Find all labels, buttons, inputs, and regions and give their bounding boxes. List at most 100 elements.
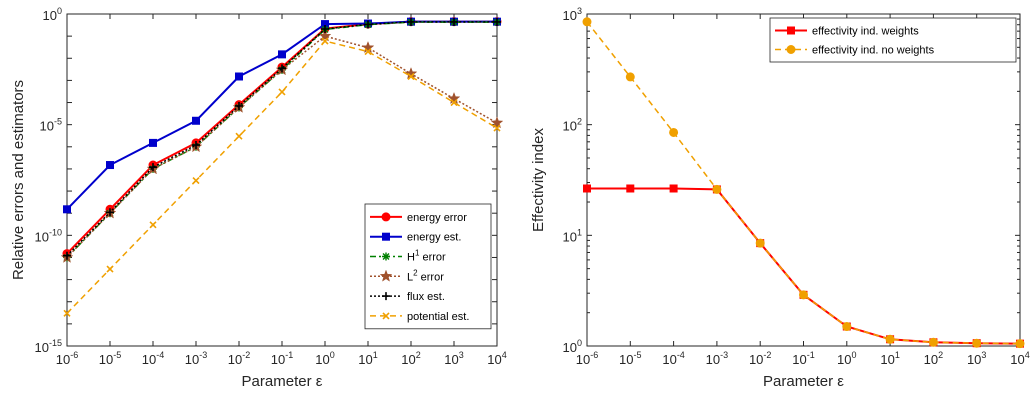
data-point bbox=[842, 322, 852, 332]
legend-item: effectivity ind. weights bbox=[775, 26, 919, 38]
x-tick-exp: 2 bbox=[416, 350, 421, 360]
data-point bbox=[1015, 339, 1025, 349]
legend-name: H bbox=[407, 252, 415, 264]
data-point bbox=[447, 91, 461, 105]
x-tick-base: 10 bbox=[142, 352, 156, 367]
y-tick-base: 10 bbox=[35, 340, 49, 355]
legend-item: effectivity ind. no weights bbox=[775, 45, 935, 57]
x-tick-label: 10-2 bbox=[749, 350, 771, 367]
series-line bbox=[586, 21, 1021, 345]
x-tick-exp: 1 bbox=[895, 350, 900, 360]
x-tick-exp: -4 bbox=[156, 350, 164, 360]
data-point bbox=[235, 132, 243, 140]
y-tick-base: 10 bbox=[563, 340, 577, 355]
data-point bbox=[928, 337, 938, 347]
data-point bbox=[278, 50, 286, 59]
legend-item: L2 error bbox=[370, 268, 444, 283]
y-tick-base: 10 bbox=[35, 229, 49, 244]
x-tick-exp: 0 bbox=[330, 350, 335, 360]
data-point bbox=[192, 176, 200, 185]
y-tick-label: 100 bbox=[563, 338, 582, 355]
y-tick-base: 10 bbox=[563, 8, 577, 23]
legend-suffix: error bbox=[418, 271, 445, 283]
legend-swatch-marker bbox=[786, 45, 796, 54]
series-line bbox=[66, 35, 498, 258]
legend-box bbox=[769, 17, 1017, 63]
x-tick-base: 10 bbox=[706, 352, 720, 367]
x-tick-label: 10-1 bbox=[792, 350, 814, 367]
legend-box bbox=[364, 203, 492, 330]
x-tick-base: 10 bbox=[487, 352, 501, 367]
left-chart: 10-6 10-5 10-4 10-3 10-2 10-1 100 101 102 103 1041… bbox=[10, 6, 507, 390]
x-tick-exp: 2 bbox=[938, 350, 943, 360]
x-tick-label: 10-2 bbox=[228, 350, 250, 367]
data-point bbox=[885, 334, 895, 344]
data-point bbox=[669, 184, 678, 193]
x-tick-label: 10-3 bbox=[706, 350, 728, 367]
x-tick-base: 10 bbox=[444, 352, 458, 367]
data-point bbox=[626, 184, 635, 193]
data-point bbox=[106, 208, 114, 217]
data-point bbox=[450, 17, 458, 26]
x-tick-label: 10-4 bbox=[662, 350, 684, 367]
legend-item: energy error bbox=[370, 212, 467, 224]
data-point bbox=[583, 184, 591, 193]
data-point bbox=[235, 72, 243, 81]
legend-item: potential est. bbox=[370, 311, 469, 323]
x-tick-label: 10-3 bbox=[185, 350, 207, 367]
y-axis-label: Effectivity index bbox=[530, 128, 547, 232]
x-tick-base: 10 bbox=[662, 352, 676, 367]
x-tick-label: 103 bbox=[444, 350, 463, 367]
x-tick-label: 103 bbox=[967, 350, 986, 367]
data-point bbox=[712, 184, 722, 194]
legend-name: effectivity ind. no weights bbox=[812, 45, 935, 57]
y-tick-exp: 0 bbox=[57, 6, 62, 16]
data-point bbox=[364, 48, 372, 56]
series-line bbox=[66, 21, 497, 257]
data-point bbox=[972, 338, 982, 348]
data-point bbox=[582, 17, 592, 27]
x-tick-exp: -2 bbox=[242, 350, 250, 360]
data-point bbox=[669, 127, 679, 137]
x-axis: 10-6 10-5 10-4 10-3 10-2 10-1 100 101 102 103 104 bbox=[56, 14, 507, 367]
x-tick-label: 104 bbox=[487, 350, 506, 367]
x-tick-label: 10-6 bbox=[576, 350, 598, 367]
y-tick-exp: 3 bbox=[577, 6, 582, 16]
x-tick-label: 10-4 bbox=[142, 350, 164, 367]
right-chart: 10-6 10-5 10-4 10-3 10-2 10-1 100 101 102 103 1041… bbox=[530, 6, 1030, 390]
x-axis-label: Parameter ε bbox=[763, 373, 844, 390]
y-tick-exp: -10 bbox=[49, 227, 62, 237]
series-6 bbox=[63, 37, 501, 317]
data-point bbox=[493, 124, 501, 132]
x-tick-base: 10 bbox=[792, 352, 806, 367]
x-tick-label: 10-5 bbox=[99, 350, 121, 367]
x-tick-exp: -6 bbox=[70, 350, 78, 360]
y-tick-label: 10-5 bbox=[40, 117, 62, 134]
y-tick-exp: 1 bbox=[577, 227, 582, 237]
x-tick-base: 10 bbox=[576, 352, 590, 367]
x-tick-exp: -3 bbox=[199, 350, 207, 360]
x-tick-exp: -1 bbox=[285, 350, 293, 360]
x-tick-base: 10 bbox=[401, 352, 415, 367]
x-tick-exp: -6 bbox=[590, 350, 598, 360]
x-tick-exp: -2 bbox=[763, 350, 771, 360]
x-tick-label: 10-6 bbox=[56, 350, 78, 367]
legend: effectivity ind. weights effectivity ind.… bbox=[769, 17, 1017, 63]
y-tick-label: 10-10 bbox=[35, 227, 62, 244]
y-tick-base: 10 bbox=[40, 119, 54, 134]
x-tick-label: 104 bbox=[1010, 350, 1029, 367]
data-point bbox=[106, 161, 114, 170]
y-tick-label: 102 bbox=[563, 117, 582, 134]
x-axis-label: Parameter ε bbox=[242, 373, 323, 390]
series-2 bbox=[582, 17, 1025, 349]
x-tick-label: 101 bbox=[358, 350, 377, 367]
x-tick-exp: 4 bbox=[502, 350, 507, 360]
legend-name: flux est. bbox=[407, 291, 445, 303]
y-tick-label: 100 bbox=[43, 6, 62, 23]
legend-name: energy est. bbox=[407, 232, 461, 244]
data-point bbox=[625, 72, 635, 82]
x-tick-label: 102 bbox=[924, 350, 943, 367]
x-tick-exp: -4 bbox=[677, 350, 685, 360]
legend-name: energy error bbox=[407, 212, 467, 224]
x-tick-base: 10 bbox=[56, 352, 70, 367]
